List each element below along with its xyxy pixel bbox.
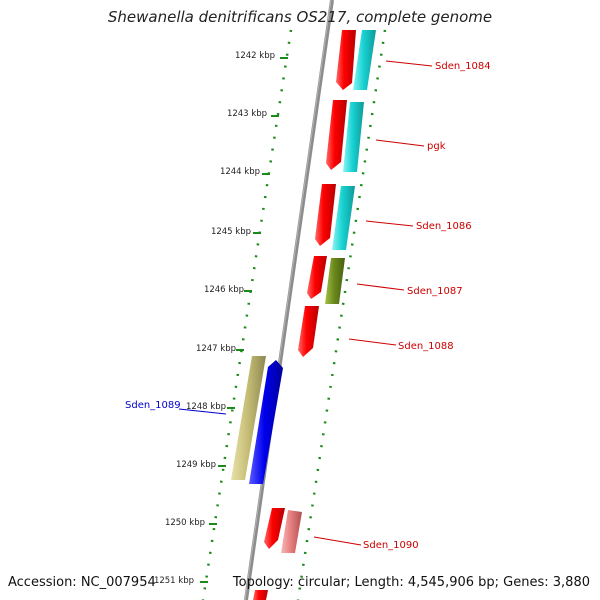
scale-label-1251: 1251 kbp bbox=[154, 576, 194, 586]
gene-block-cyan[interactable] bbox=[353, 30, 376, 90]
scale-label-1245: 1245 kbp bbox=[211, 227, 251, 237]
gene-block-pink[interactable] bbox=[281, 510, 302, 553]
scale-ticks bbox=[200, 57, 288, 583]
gene-block-cyan[interactable] bbox=[343, 102, 364, 172]
scale-label-1250: 1250 kbp bbox=[165, 518, 205, 528]
gene-arrow-red[interactable] bbox=[264, 508, 285, 549]
scale-label-1248: 1248 kbp bbox=[186, 402, 226, 412]
leader-line bbox=[365, 220, 414, 227]
leader-line bbox=[385, 60, 433, 67]
gene-label-pgk[interactable]: pgk bbox=[427, 141, 446, 152]
scale-label-1242: 1242 kbp bbox=[235, 51, 275, 61]
genome-summary-text: Topology: circular; Length: 4,545,906 bp… bbox=[232, 575, 590, 590]
gene-arrow-blue[interactable] bbox=[249, 360, 283, 484]
genome-backbone-highlight bbox=[244, 0, 332, 600]
genome-backbone bbox=[244, 0, 334, 600]
gene-block-olive[interactable] bbox=[325, 258, 345, 304]
scale-label-1249: 1249 kbp bbox=[176, 460, 216, 470]
leader-line bbox=[348, 338, 397, 346]
gene-label-sden-1089[interactable]: Sden_1089 bbox=[125, 400, 181, 411]
gene-block-khaki[interactable] bbox=[231, 356, 266, 480]
genome-title: Shewanella denitrificans OS217, complete… bbox=[107, 8, 493, 26]
scale-label-1243: 1243 kbp bbox=[227, 109, 267, 119]
gene-arrow-red[interactable] bbox=[307, 256, 327, 299]
leader-line bbox=[356, 283, 405, 291]
gene-label-sden-1086[interactable]: Sden_1086 bbox=[416, 221, 472, 232]
gene-label-sden-1090[interactable]: Sden_1090 bbox=[363, 540, 419, 551]
accession-text: Accession: NC_007954 bbox=[8, 575, 156, 590]
scale-track-dotted bbox=[201, 29, 293, 600]
gene-arrow-red[interactable] bbox=[298, 306, 319, 357]
leader-line bbox=[313, 536, 362, 546]
gene-label-sden-1084[interactable]: Sden_1084 bbox=[435, 61, 491, 72]
gene-arrow-red[interactable] bbox=[336, 30, 356, 90]
gene-block-cyan[interactable] bbox=[332, 186, 355, 250]
feature-track-dotted bbox=[296, 29, 387, 600]
leader-line bbox=[375, 139, 425, 147]
scale-label-1246: 1246 kbp bbox=[204, 285, 244, 295]
gene-arrow-red[interactable] bbox=[253, 590, 268, 600]
scale-label-1247: 1247 kbp bbox=[196, 344, 236, 354]
gene-label-sden-1087[interactable]: Sden_1087 bbox=[407, 286, 463, 297]
gene-label-sden-1088[interactable]: Sden_1088 bbox=[398, 341, 454, 352]
leader-line-blue bbox=[178, 408, 227, 415]
gene-arrow-red[interactable] bbox=[326, 100, 347, 170]
scale-label-1244: 1244 kbp bbox=[220, 167, 260, 177]
gene-arrow-red[interactable] bbox=[315, 184, 336, 246]
